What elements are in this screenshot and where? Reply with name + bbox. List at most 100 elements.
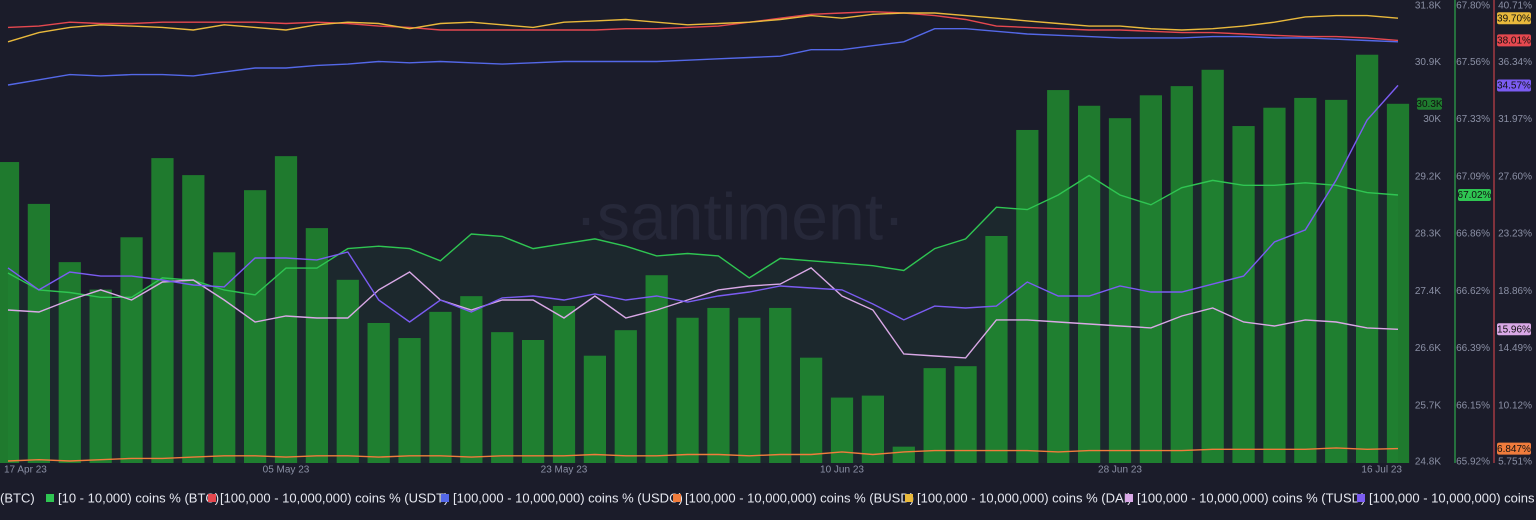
y-tick-label: 36.34% — [1498, 57, 1532, 68]
legend-marker — [441, 494, 449, 502]
bar — [1232, 126, 1255, 464]
bar — [892, 446, 915, 463]
legend-label: [100,000 - 10,000,000) coins % (TUSD) — [1137, 490, 1365, 505]
y-tick-label: 31.97% — [1498, 114, 1532, 125]
bar — [923, 368, 946, 463]
bar — [89, 289, 112, 463]
end-label: 30.3K — [1416, 99, 1442, 110]
y-tick-label: 67.56% — [1456, 57, 1490, 68]
legend-label: [100,000 - 10,000,000) coins % (BUSD) — [685, 490, 914, 505]
end-label-bg — [1417, 97, 1442, 110]
line — [7, 447, 1399, 462]
line — [7, 28, 1399, 86]
end-label-bg — [1497, 442, 1531, 455]
y-tick-label: 27.60% — [1498, 171, 1532, 182]
bar — [738, 317, 761, 463]
end-label: 38.01% — [1497, 36, 1531, 47]
bar — [1108, 118, 1132, 463]
legend-marker — [1357, 494, 1365, 502]
legend-marker — [905, 494, 913, 502]
bar — [429, 311, 452, 463]
bar — [398, 338, 421, 463]
y-tick-label: 67.80% — [1456, 1, 1490, 12]
end-label: 39.70% — [1497, 13, 1531, 24]
bar — [58, 262, 81, 463]
bar — [1170, 86, 1193, 463]
x-tick-label: 05 May 23 — [263, 465, 310, 476]
end-label: 67.02% — [1458, 190, 1492, 201]
bar — [1355, 54, 1379, 464]
y-tick-label: 30K — [1423, 114, 1441, 125]
bar — [521, 339, 545, 463]
end-label: 34.57% — [1497, 81, 1531, 92]
line — [7, 174, 1399, 298]
legend-marker — [46, 494, 54, 502]
y-tick-label: 14.49% — [1498, 343, 1532, 354]
legend-marker — [1125, 494, 1133, 502]
bar — [1201, 69, 1224, 463]
y-tick-label: 18.86% — [1498, 286, 1532, 297]
bar — [27, 203, 51, 463]
bar — [1294, 97, 1317, 463]
y-tick-label: 67.33% — [1456, 114, 1490, 125]
end-label-bg — [1497, 323, 1531, 336]
y-tick-label: 31.8K — [1415, 1, 1441, 12]
end-label-bg — [1497, 79, 1531, 92]
bar — [769, 307, 792, 463]
bar — [861, 395, 885, 463]
y-tick-label: 66.39% — [1456, 343, 1490, 354]
y-tick-label: 24.8K — [1415, 457, 1441, 468]
legend-label: [100,000 - 10,000,000) coins % (USDT) — [220, 490, 448, 505]
y-tick-label: 30.9K — [1415, 57, 1441, 68]
y-tick-label: 66.62% — [1456, 286, 1490, 297]
end-label: 6.847% — [1497, 444, 1531, 455]
bar — [1016, 129, 1039, 463]
legend-marker — [673, 494, 681, 502]
bar — [830, 397, 854, 463]
legend-label: [100,000 - 10,000,000) coins % (USDC) — [453, 490, 683, 505]
x-tick-label: 17 Apr 23 — [4, 465, 47, 476]
bar — [367, 322, 390, 463]
bar — [954, 366, 977, 463]
y-tick-label: 25.7K — [1415, 400, 1441, 411]
y-tick-label: 10.12% — [1498, 400, 1532, 411]
bar — [645, 275, 668, 463]
bar — [1047, 90, 1070, 464]
line — [7, 267, 1399, 359]
bar — [707, 307, 730, 463]
y-tick-label: 66.86% — [1456, 229, 1490, 240]
legend-label: [100,000 - 10,000,000) coins % (DAI) — [917, 490, 1132, 505]
bar — [1263, 107, 1286, 464]
line — [7, 12, 1399, 43]
bar — [305, 228, 329, 463]
y-tick-label: 67.09% — [1456, 171, 1490, 182]
end-label: 15.96% — [1497, 324, 1531, 335]
bar — [552, 305, 576, 463]
watermark: ·santiment· — [575, 179, 905, 253]
legend-label: (BTC) — [0, 490, 35, 505]
line — [7, 10, 1399, 42]
x-tick-label: 16 Jul 23 — [1361, 465, 1402, 476]
end-label-bg — [1497, 34, 1531, 47]
bar — [460, 296, 483, 463]
bar — [336, 279, 359, 463]
bar — [213, 252, 236, 463]
bar — [799, 357, 823, 463]
y-tick-label: 23.23% — [1498, 229, 1532, 240]
end-label-bg — [1458, 189, 1491, 202]
y-tick-label: 26.6K — [1415, 343, 1441, 354]
y-tick-label: 65.92% — [1456, 457, 1490, 468]
x-tick-label: 23 May 23 — [541, 465, 588, 476]
bar — [1386, 103, 1410, 463]
bar — [1139, 95, 1163, 463]
bar — [614, 330, 637, 463]
bar — [0, 162, 20, 463]
bar — [151, 158, 174, 464]
end-label-bg — [1497, 12, 1531, 25]
x-tick-label: 28 Jun 23 — [1098, 465, 1142, 476]
bar — [1077, 105, 1101, 463]
y-tick-label: 66.15% — [1456, 400, 1490, 411]
legend-marker — [208, 494, 216, 502]
y-tick-label: 40.71% — [1498, 1, 1532, 12]
